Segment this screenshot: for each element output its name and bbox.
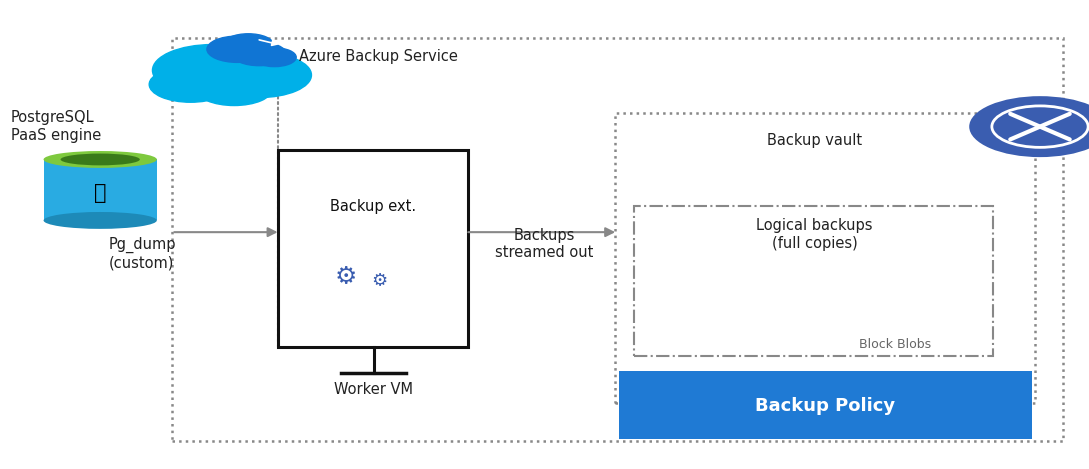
Text: ⚙: ⚙ (335, 265, 357, 289)
Text: Backup Policy: Backup Policy (756, 397, 895, 415)
Text: Backups
streamed out: Backups streamed out (495, 227, 594, 260)
Bar (278, 150, 468, 347)
Circle shape (253, 48, 296, 67)
Circle shape (223, 34, 273, 55)
Text: Worker VM: Worker VM (334, 382, 413, 397)
Text: ⚙: ⚙ (371, 272, 387, 290)
Text: Azure Backup Service: Azure Backup Service (299, 49, 458, 64)
Circle shape (207, 36, 268, 62)
Circle shape (969, 96, 1089, 157)
Bar (172, 38, 1063, 441)
Circle shape (196, 73, 272, 106)
Text: Logical backups
(full copies): Logical backups (full copies) (757, 218, 872, 251)
Ellipse shape (44, 151, 157, 168)
Circle shape (232, 42, 286, 66)
Bar (615, 113, 1035, 403)
Text: Block Blobs: Block Blobs (859, 338, 931, 351)
Text: PostgreSQL
PaaS engine: PostgreSQL PaaS engine (11, 110, 101, 143)
Bar (44, 159, 157, 220)
Text: Backup ext.: Backup ext. (330, 199, 417, 214)
Ellipse shape (61, 153, 139, 166)
Circle shape (207, 53, 311, 98)
Text: Pg_dump
(custom): Pg_dump (custom) (109, 236, 176, 270)
Bar (634, 206, 993, 356)
Ellipse shape (44, 212, 157, 229)
Circle shape (152, 45, 272, 96)
Text: 🐘: 🐘 (94, 183, 107, 203)
Bar (619, 371, 1032, 439)
Circle shape (149, 67, 232, 102)
Text: Backup vault: Backup vault (767, 133, 862, 148)
